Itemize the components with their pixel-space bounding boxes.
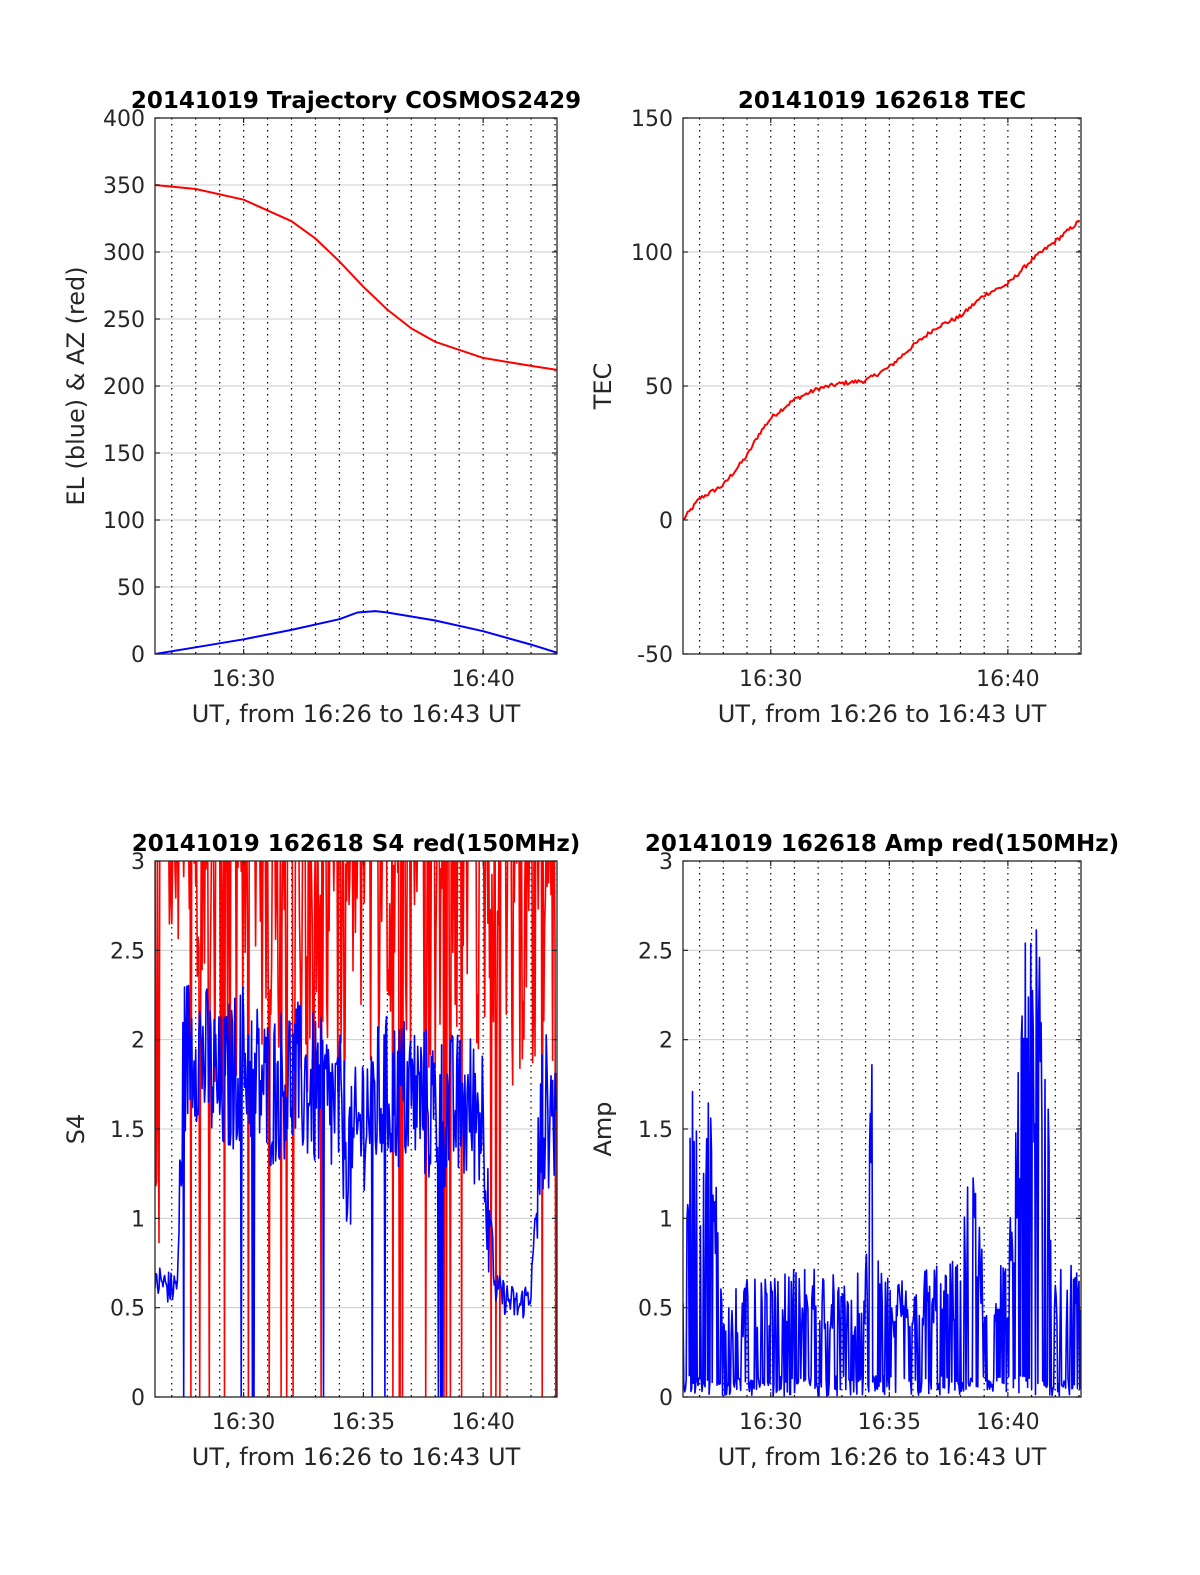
chart-amp: 0 0.5 1 1.5 2 2.5 3 16:30 16:35 16:40 20141019 162… [589, 831, 1119, 1471]
y-tick-label: 0.5 [110, 1297, 145, 1322]
y-axis-label: TEC [589, 363, 617, 411]
chart-title: 20141019 162618 Amp red(150MHz) [645, 831, 1119, 857]
y-tick-label: 50 [645, 375, 673, 400]
y-tick-label: 1 [659, 1207, 673, 1232]
y-tick-label: 50 [117, 576, 145, 601]
y-axis-label: S4 [62, 1114, 90, 1145]
series-line-red [683, 219, 1081, 521]
y-tick-label: 400 [103, 107, 145, 132]
chart-title: 20141019 162618 TEC [738, 88, 1026, 114]
y-tick-label: 1 [131, 1207, 145, 1232]
y-tick-label: 0 [131, 643, 145, 668]
series-group [155, 861, 557, 1397]
y-tick-label: 2.5 [110, 939, 145, 964]
y-tick-label: 3 [131, 850, 145, 875]
chart-title: 20141019 162618 S4 red(150MHz) [132, 831, 581, 857]
y-tick-label: 100 [103, 509, 145, 534]
y-tick-label: 0.5 [638, 1297, 673, 1322]
series-line-blue [155, 610, 557, 654]
y-tick-label: 0 [659, 1386, 673, 1411]
y-tick-label: 0 [659, 509, 673, 534]
y-tick-label: 150 [103, 442, 145, 467]
x-tick-label: 16:30 [212, 1410, 275, 1435]
y-tick-label: -50 [637, 643, 673, 668]
y-tick-label: 250 [103, 308, 145, 333]
series-line-blue [155, 984, 557, 1397]
y-tick-label: 150 [631, 107, 673, 132]
x-tick-label: 16:35 [858, 1410, 921, 1435]
chart-s4: 0 0.5 1 1.5 2 2.5 3 16:30 16:35 16:40 20141019 162… [62, 831, 581, 1471]
y-tick-label: 2.5 [638, 939, 673, 964]
x-axis-label: UT, from 16:26 to 16:43 UT [718, 700, 1047, 728]
x-tick-label: 16:40 [451, 1410, 514, 1435]
x-tick-label: 16:35 [332, 1410, 395, 1435]
chart-tec: -50 0 50 100 150 16:30 16:40 20141019 162618 TE… [589, 88, 1082, 728]
y-axis-label: Amp [589, 1101, 617, 1156]
y-tick-label: 1.5 [110, 1118, 145, 1143]
y-tick-label: 2 [659, 1029, 673, 1054]
x-tick-label: 16:40 [976, 1410, 1039, 1435]
series-group [683, 929, 1081, 1397]
y-tick-label: 1.5 [638, 1118, 673, 1143]
x-tick-label: 16:30 [212, 667, 275, 692]
y-tick-label: 200 [103, 375, 145, 400]
series-line-blue [683, 929, 1081, 1397]
x-axis-label: UT, from 16:26 to 16:43 UT [192, 700, 521, 728]
chart-title: 20141019 Trajectory COSMOS2429 [131, 88, 581, 114]
y-tick-label: 2 [131, 1029, 145, 1054]
y-axis-label: EL (blue) & AZ (red) [62, 266, 90, 505]
y-tick-label: 350 [103, 174, 145, 199]
y-tick-label: 100 [631, 241, 673, 266]
x-axis-label: UT, from 16:26 to 16:43 UT [192, 1443, 521, 1471]
x-axis-label: UT, from 16:26 to 16:43 UT [718, 1443, 1047, 1471]
y-tick-label: 3 [659, 850, 673, 875]
y-tick-label: 300 [103, 241, 145, 266]
series-group [683, 219, 1081, 521]
x-tick-label: 16:30 [739, 667, 802, 692]
series-group [155, 184, 557, 654]
chart-trajectory: 0 50 100 150 200 250 300 350 400 16:30 16:40 201410… [62, 88, 581, 728]
x-tick-label: 16:40 [451, 667, 514, 692]
series-line-red [155, 184, 557, 371]
y-tick-label: 0 [131, 1386, 145, 1411]
x-tick-label: 16:40 [976, 667, 1039, 692]
x-tick-label: 16:30 [739, 1410, 802, 1435]
